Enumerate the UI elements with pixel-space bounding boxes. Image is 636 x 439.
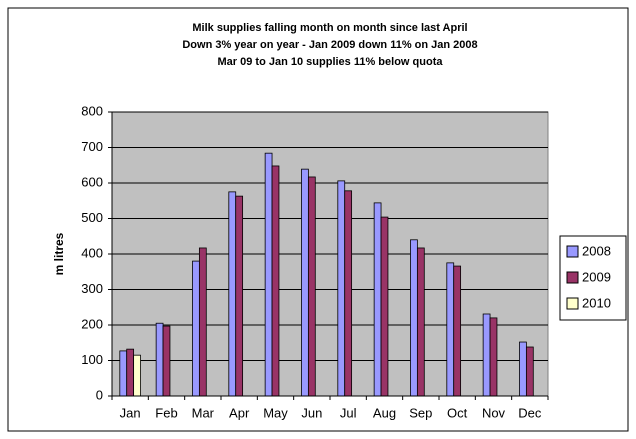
bar [126, 348, 135, 397]
y-tick-label: 500 [81, 210, 103, 225]
x-tick-label: Oct [447, 405, 468, 420]
chart-title: Down 3% year on year - Jan 2009 down 11%… [182, 39, 477, 51]
y-tick-label: 400 [81, 245, 103, 260]
chart-title: Milk supplies falling month on month sin… [192, 22, 467, 34]
x-tick-label: Feb [155, 405, 177, 420]
bar [446, 262, 455, 397]
x-tick-label: Aug [373, 405, 396, 420]
bar [525, 346, 534, 397]
legend-swatch [566, 271, 579, 284]
bar [228, 191, 237, 397]
bar [410, 239, 418, 397]
y-tick-label: 800 [81, 103, 103, 118]
legend-swatch [566, 245, 579, 258]
bar [373, 202, 382, 397]
x-tick-label: Mar [192, 405, 215, 420]
chart-title: Mar 09 to Jan 10 supplies 11% below quot… [218, 56, 444, 68]
x-tick-label: Jun [301, 405, 322, 420]
bar [344, 190, 353, 397]
x-tick-label: Jul [340, 405, 357, 420]
bar [155, 322, 164, 397]
bar [416, 247, 425, 397]
bar [271, 165, 280, 397]
y-tick-label: 0 [96, 387, 103, 402]
bar [119, 350, 128, 397]
legend-label: 2008 [582, 243, 611, 258]
legend-label: 2010 [582, 295, 611, 310]
bar [489, 317, 498, 397]
bar [162, 325, 171, 397]
bar [380, 216, 389, 397]
x-tick-label: Sep [409, 405, 432, 420]
y-tick-label: 200 [81, 316, 103, 331]
bar [235, 195, 244, 397]
bar [519, 341, 527, 397]
bar [337, 180, 346, 397]
bar [482, 313, 491, 397]
y-tick-label: 700 [81, 139, 103, 154]
bar [307, 176, 316, 397]
y-tick-label: 100 [81, 352, 103, 367]
y-tick-label: 300 [81, 281, 103, 296]
legend-label: 2009 [582, 269, 611, 284]
bar [453, 265, 462, 397]
bar [264, 152, 273, 397]
x-tick-label: Jan [120, 405, 141, 420]
bar [301, 168, 309, 397]
bar [198, 247, 207, 397]
x-tick-label: Nov [482, 405, 506, 420]
x-tick-label: Dec [518, 405, 542, 420]
x-tick-label: Apr [229, 405, 250, 420]
bar [133, 354, 141, 397]
bar [192, 260, 200, 397]
y-tick-label: 600 [81, 174, 103, 189]
legend-swatch [566, 297, 579, 310]
x-tick-label: May [263, 405, 288, 420]
y-axis-title: m litres [52, 232, 66, 275]
